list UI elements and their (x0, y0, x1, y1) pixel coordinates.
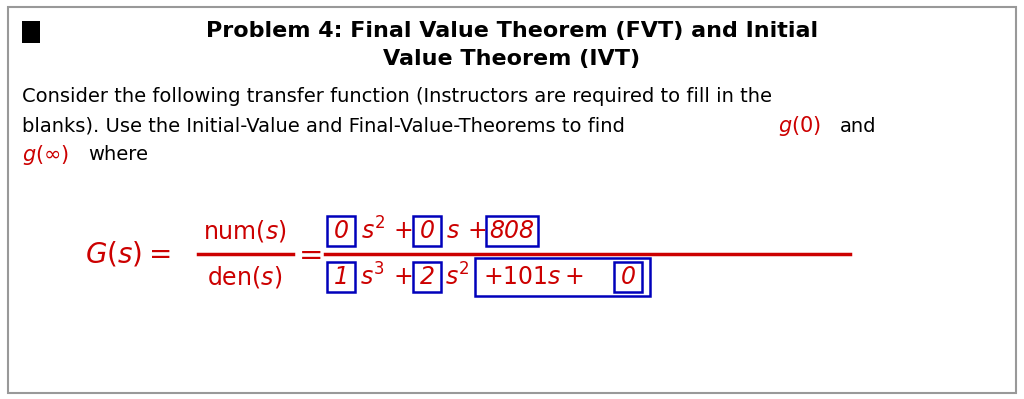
Bar (413, 216, 441, 246)
Text: $s^2$: $s^2$ (445, 263, 469, 290)
Text: 0: 0 (334, 219, 348, 243)
Text: $s^3$: $s^3$ (360, 263, 385, 290)
Text: where: where (88, 146, 148, 164)
Bar (327, 216, 355, 246)
Text: $+$: $+$ (393, 219, 413, 243)
Text: Consider the following transfer function (Instructors are required to fill in th: Consider the following transfer function… (22, 87, 772, 107)
Text: 1: 1 (334, 265, 348, 289)
Bar (614, 262, 642, 292)
Bar (22, 21, 40, 43)
Text: $G(s)=$: $G(s)=$ (85, 239, 170, 269)
Text: $+$: $+$ (393, 265, 413, 289)
Text: and: and (840, 117, 877, 136)
Text: 2: 2 (420, 265, 434, 289)
Text: $s$: $s$ (446, 219, 460, 243)
Bar (413, 262, 441, 292)
Text: blanks). Use the Initial-Value and Final-Value-Theorems to find: blanks). Use the Initial-Value and Final… (22, 117, 625, 136)
Bar (327, 262, 355, 292)
Bar (475, 258, 650, 296)
Text: $\it{g}(\infty)$: $\it{g}(\infty)$ (22, 143, 70, 167)
Text: $\mathrm{den}(s)$: $\mathrm{den}(s)$ (208, 264, 283, 290)
Text: Value Theorem (IVT): Value Theorem (IVT) (383, 49, 641, 69)
Text: 808: 808 (489, 219, 535, 243)
Text: $\it{g}(0)$: $\it{g}(0)$ (778, 114, 821, 138)
Text: Problem 4: Final Value Theorem (FVT) and Initial: Problem 4: Final Value Theorem (FVT) and… (206, 21, 818, 41)
Text: $\mathrm{num}(s)$: $\mathrm{num}(s)$ (203, 218, 287, 244)
Text: $+101s+$: $+101s+$ (483, 265, 584, 289)
Text: $=$: $=$ (294, 240, 323, 268)
Text: $+$: $+$ (467, 219, 486, 243)
Text: $s^2$: $s^2$ (361, 217, 385, 245)
Bar (486, 216, 538, 246)
Text: 0: 0 (621, 265, 636, 289)
Text: 0: 0 (420, 219, 434, 243)
